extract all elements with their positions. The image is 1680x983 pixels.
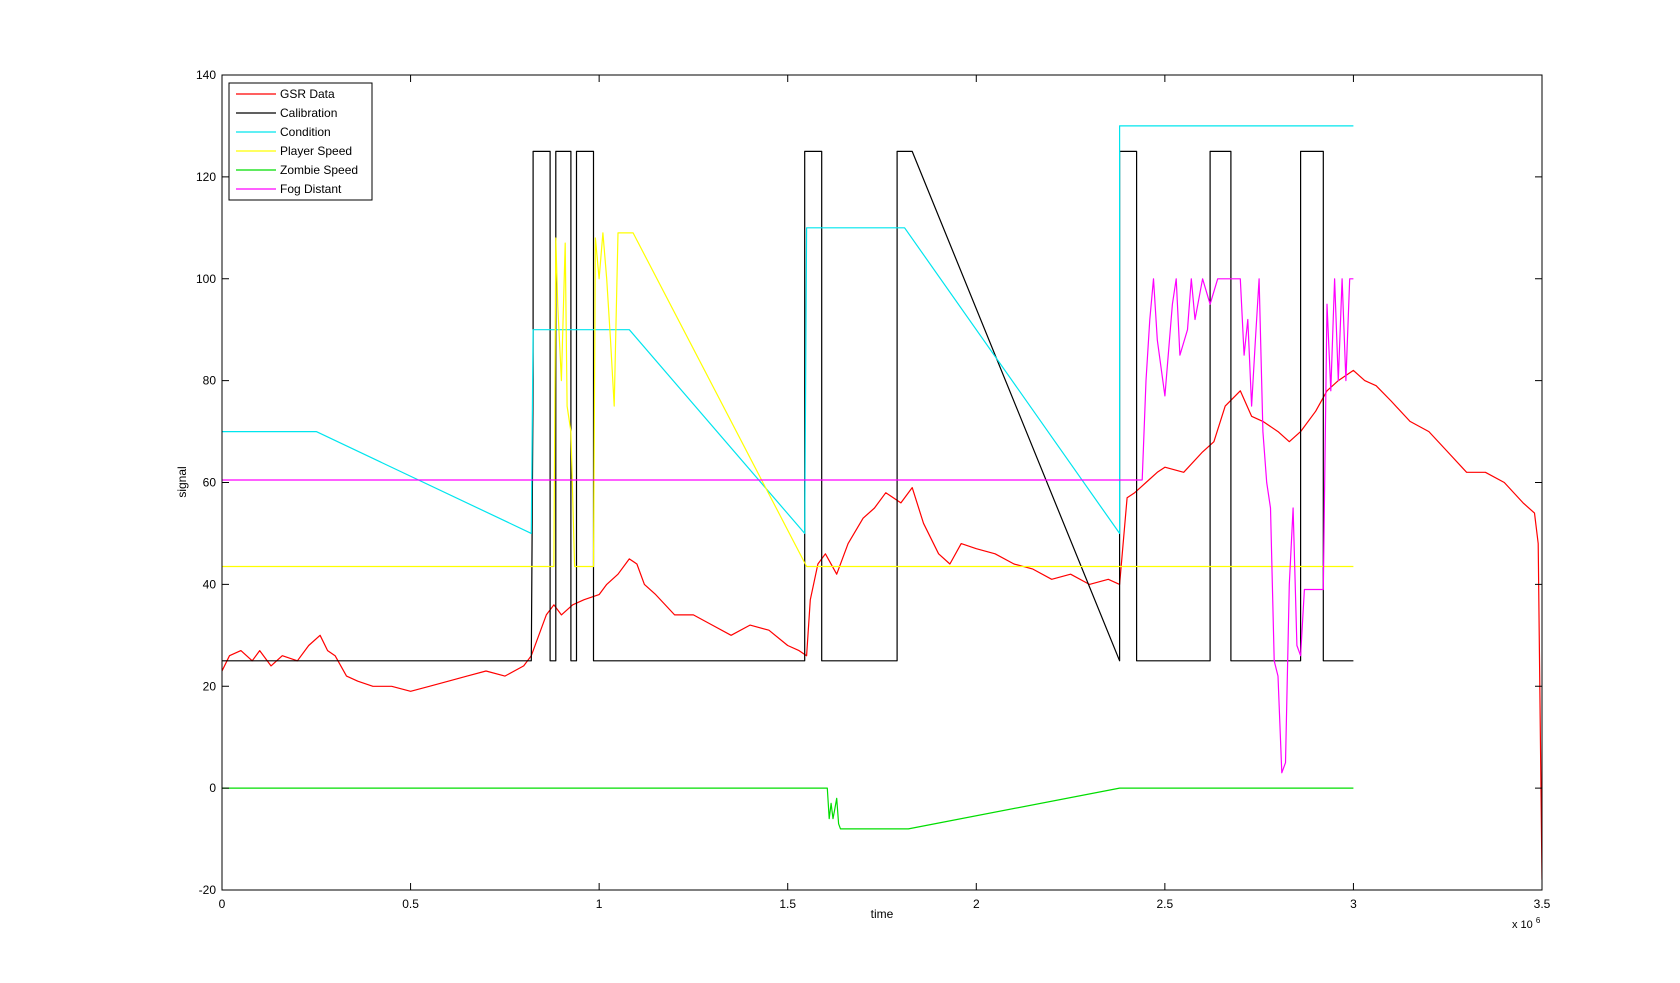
series-line-condition <box>222 125 1354 535</box>
legend-label-player-speed: Player Speed <box>280 144 352 158</box>
series-line-zombie-speed <box>222 787 1354 830</box>
plot-area <box>222 75 1542 890</box>
legend-label-gsr-data: GSR Data <box>280 87 335 101</box>
y-tick-label: 0 <box>209 781 216 795</box>
x-exponent-label: x 10 6 <box>1512 916 1541 931</box>
legend-label-fog-distant: Fog Distant <box>280 182 342 196</box>
x-tick-label: 1.5 <box>779 897 796 911</box>
y-tick-label: 40 <box>203 577 217 591</box>
series-layer <box>222 125 1542 880</box>
x-exponent-base: x 10 <box>1512 919 1533 931</box>
legend-label-zombie-speed: Zombie Speed <box>280 163 358 177</box>
y-tick-label: 120 <box>196 170 216 184</box>
y-tick-label: 140 <box>196 68 216 82</box>
series-line-fog-distant <box>222 278 1354 774</box>
x-axis: 0 0.5 1 1.5 2 2.5 3 3.5 <box>219 75 1551 911</box>
y-tick-label: 80 <box>203 374 217 388</box>
x-tick-label: 1 <box>596 897 603 911</box>
y-tick-label: 100 <box>196 272 216 286</box>
y-tick-label: 60 <box>203 476 217 490</box>
x-tick-label: 3 <box>1350 897 1357 911</box>
legend: GSR Data Calibration Condition Player Speed… <box>228 82 373 201</box>
x-tick-label: 2.5 <box>1157 897 1174 911</box>
y-axis-label: signal <box>175 466 189 497</box>
legend-label-calibration: Calibration <box>280 106 337 120</box>
y-tick-label: -20 <box>199 883 217 897</box>
x-tick-label: 3.5 <box>1534 897 1551 911</box>
y-axis: -20 0 20 40 60 80 100 120 140 <box>196 68 1542 897</box>
series-line-calibration <box>222 150 1354 662</box>
series-line-gsr-data <box>222 369 1542 880</box>
legend-box <box>228 82 373 201</box>
x-tick-label: 0.5 <box>402 897 419 911</box>
x-tick-label: 0 <box>219 897 226 911</box>
x-axis-label: time <box>871 907 894 921</box>
x-exponent-power: 6 <box>1536 916 1541 925</box>
legend-label-condition: Condition <box>280 125 331 139</box>
x-tick-label: 2 <box>973 897 980 911</box>
y-tick-label: 20 <box>203 679 217 693</box>
series-line-player-speed <box>222 232 1354 568</box>
